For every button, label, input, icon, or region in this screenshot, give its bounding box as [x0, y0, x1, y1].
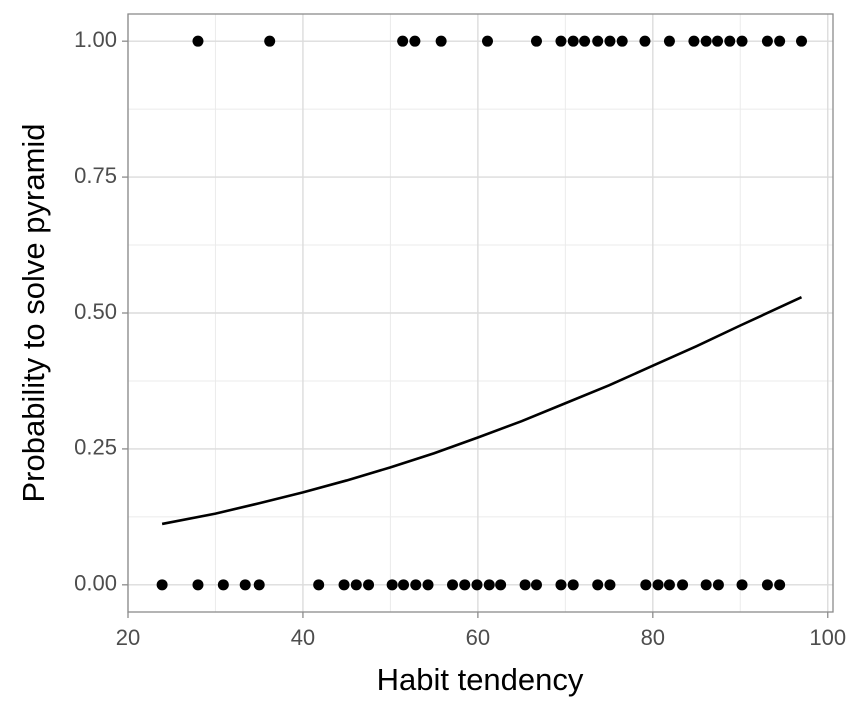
- point: [398, 579, 410, 591]
- point: [471, 579, 483, 591]
- point: [530, 35, 542, 47]
- point: [736, 35, 748, 47]
- point: [700, 35, 712, 47]
- point: [761, 579, 773, 591]
- point: [435, 35, 447, 47]
- marks: [156, 35, 808, 591]
- point: [447, 579, 459, 591]
- point: [555, 35, 567, 47]
- point: [724, 35, 736, 47]
- point: [264, 35, 276, 47]
- point: [409, 35, 421, 47]
- point: [313, 579, 325, 591]
- point: [677, 579, 689, 591]
- x-tick-label: 20: [116, 625, 140, 650]
- point: [604, 35, 616, 47]
- y-tick-label: 0.50: [74, 299, 117, 324]
- point: [363, 579, 375, 591]
- point: [616, 35, 628, 47]
- point: [736, 579, 748, 591]
- point: [192, 579, 204, 591]
- x-tick-label: 40: [291, 625, 315, 650]
- point: [579, 35, 591, 47]
- point: [422, 579, 434, 591]
- point: [483, 579, 495, 591]
- point: [567, 35, 579, 47]
- x-tick-label: 60: [466, 625, 490, 650]
- point: [604, 579, 616, 591]
- fit-line: [161, 296, 803, 526]
- point: [663, 35, 675, 47]
- x-tick-label: 100: [809, 625, 846, 650]
- point: [592, 35, 604, 47]
- y-tick-label: 0.25: [74, 435, 117, 460]
- y-tick-label: 0.00: [74, 571, 117, 596]
- x-tick-label: 80: [641, 625, 665, 650]
- point: [652, 579, 664, 591]
- point: [712, 579, 724, 591]
- point: [459, 579, 471, 591]
- y-axis-title: Probability to solve pyramid: [16, 123, 51, 502]
- point: [640, 579, 652, 591]
- point: [481, 35, 493, 47]
- point: [239, 579, 251, 591]
- point: [495, 579, 507, 591]
- point: [700, 579, 712, 591]
- point: [253, 579, 265, 591]
- y-tick-label: 0.75: [74, 163, 117, 188]
- point: [519, 579, 531, 591]
- point: [639, 35, 651, 47]
- point: [688, 35, 700, 47]
- point: [663, 579, 675, 591]
- point: [774, 35, 786, 47]
- point: [350, 579, 362, 591]
- point: [796, 35, 808, 47]
- point: [397, 35, 409, 47]
- point: [567, 579, 579, 591]
- point: [761, 35, 773, 47]
- point: [555, 579, 567, 591]
- y-tick-label: 1.00: [74, 27, 117, 52]
- point: [156, 579, 168, 591]
- point: [592, 579, 604, 591]
- point: [410, 579, 422, 591]
- point: [192, 35, 204, 47]
- point: [338, 579, 350, 591]
- point: [217, 579, 229, 591]
- point: [774, 579, 786, 591]
- point: [386, 579, 398, 591]
- point: [712, 35, 724, 47]
- x-axis-title: Habit tendency: [377, 662, 584, 697]
- point: [530, 579, 542, 591]
